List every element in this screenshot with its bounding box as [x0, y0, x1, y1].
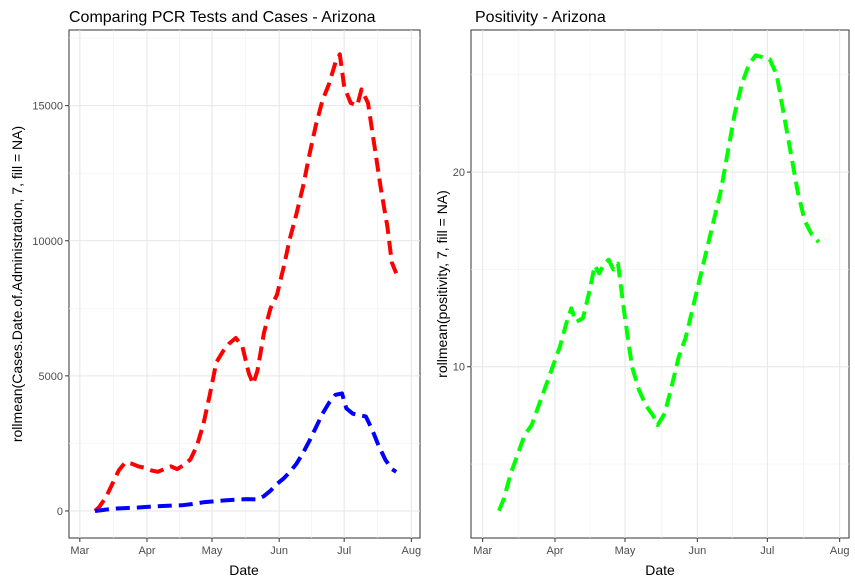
y-tick-label: 15000 [32, 101, 63, 113]
y-tick-label: 20 [453, 167, 465, 179]
series-lines [93, 52, 399, 513]
positivity-panel: Mar Apr May Jun Jul Aug 10 20 Positivity - Ari… [434, 9, 850, 578]
chart-title: Positivity - Arizona [475, 9, 606, 26]
x-tick-label: Jul [337, 545, 351, 557]
y-tick-label: 10000 [32, 236, 63, 248]
series-line-0 [93, 52, 399, 513]
x-tick-label: Mar [473, 545, 492, 557]
x-tick-label: Jun [688, 545, 706, 557]
y-axis-title: rollmean(Cases.Date.of.Administration, 7… [9, 126, 25, 442]
x-tick-label: May [615, 545, 636, 557]
x-tick-label: May [202, 545, 223, 557]
x-axis-title: Date [645, 562, 675, 578]
x-tick-label: Jul [760, 545, 774, 557]
grid-lines [69, 30, 420, 538]
x-axis-title: Date [229, 562, 259, 578]
y-tick-label: 10 [453, 362, 465, 374]
x-tick-label: Mar [70, 545, 89, 557]
series-line-1 [94, 391, 398, 513]
chart-title: Comparing PCR Tests and Cases - Arizona [69, 9, 376, 26]
x-axis-ticks: Mar Apr May Jun Jul Aug [70, 538, 421, 557]
y-axis-ticks: 10 20 [453, 167, 471, 374]
x-tick-label: Jun [270, 545, 288, 557]
plot-background [470, 29, 850, 539]
x-tick-label: Aug [402, 545, 422, 557]
y-tick-label: 0 [57, 506, 63, 518]
x-tick-label: Apr [546, 545, 563, 557]
cases-tests-panel: Mar Apr May Jun Jul Aug 0 5000 10000 15000 Compa… [9, 9, 421, 578]
y-axis-ticks: 0 5000 10000 15000 [32, 101, 69, 518]
grid-lines [471, 30, 849, 538]
y-axis-title: rollmean(positivity, 7, fill = NA) [434, 190, 450, 378]
x-tick-label: Apr [138, 545, 155, 557]
plot-background [68, 29, 421, 539]
x-axis-ticks: Mar Apr May Jun Jul Aug [473, 538, 849, 557]
x-tick-label: Aug [830, 545, 850, 557]
series-line-0 [497, 53, 821, 512]
series-lines [497, 53, 821, 512]
y-tick-label: 5000 [39, 371, 63, 383]
